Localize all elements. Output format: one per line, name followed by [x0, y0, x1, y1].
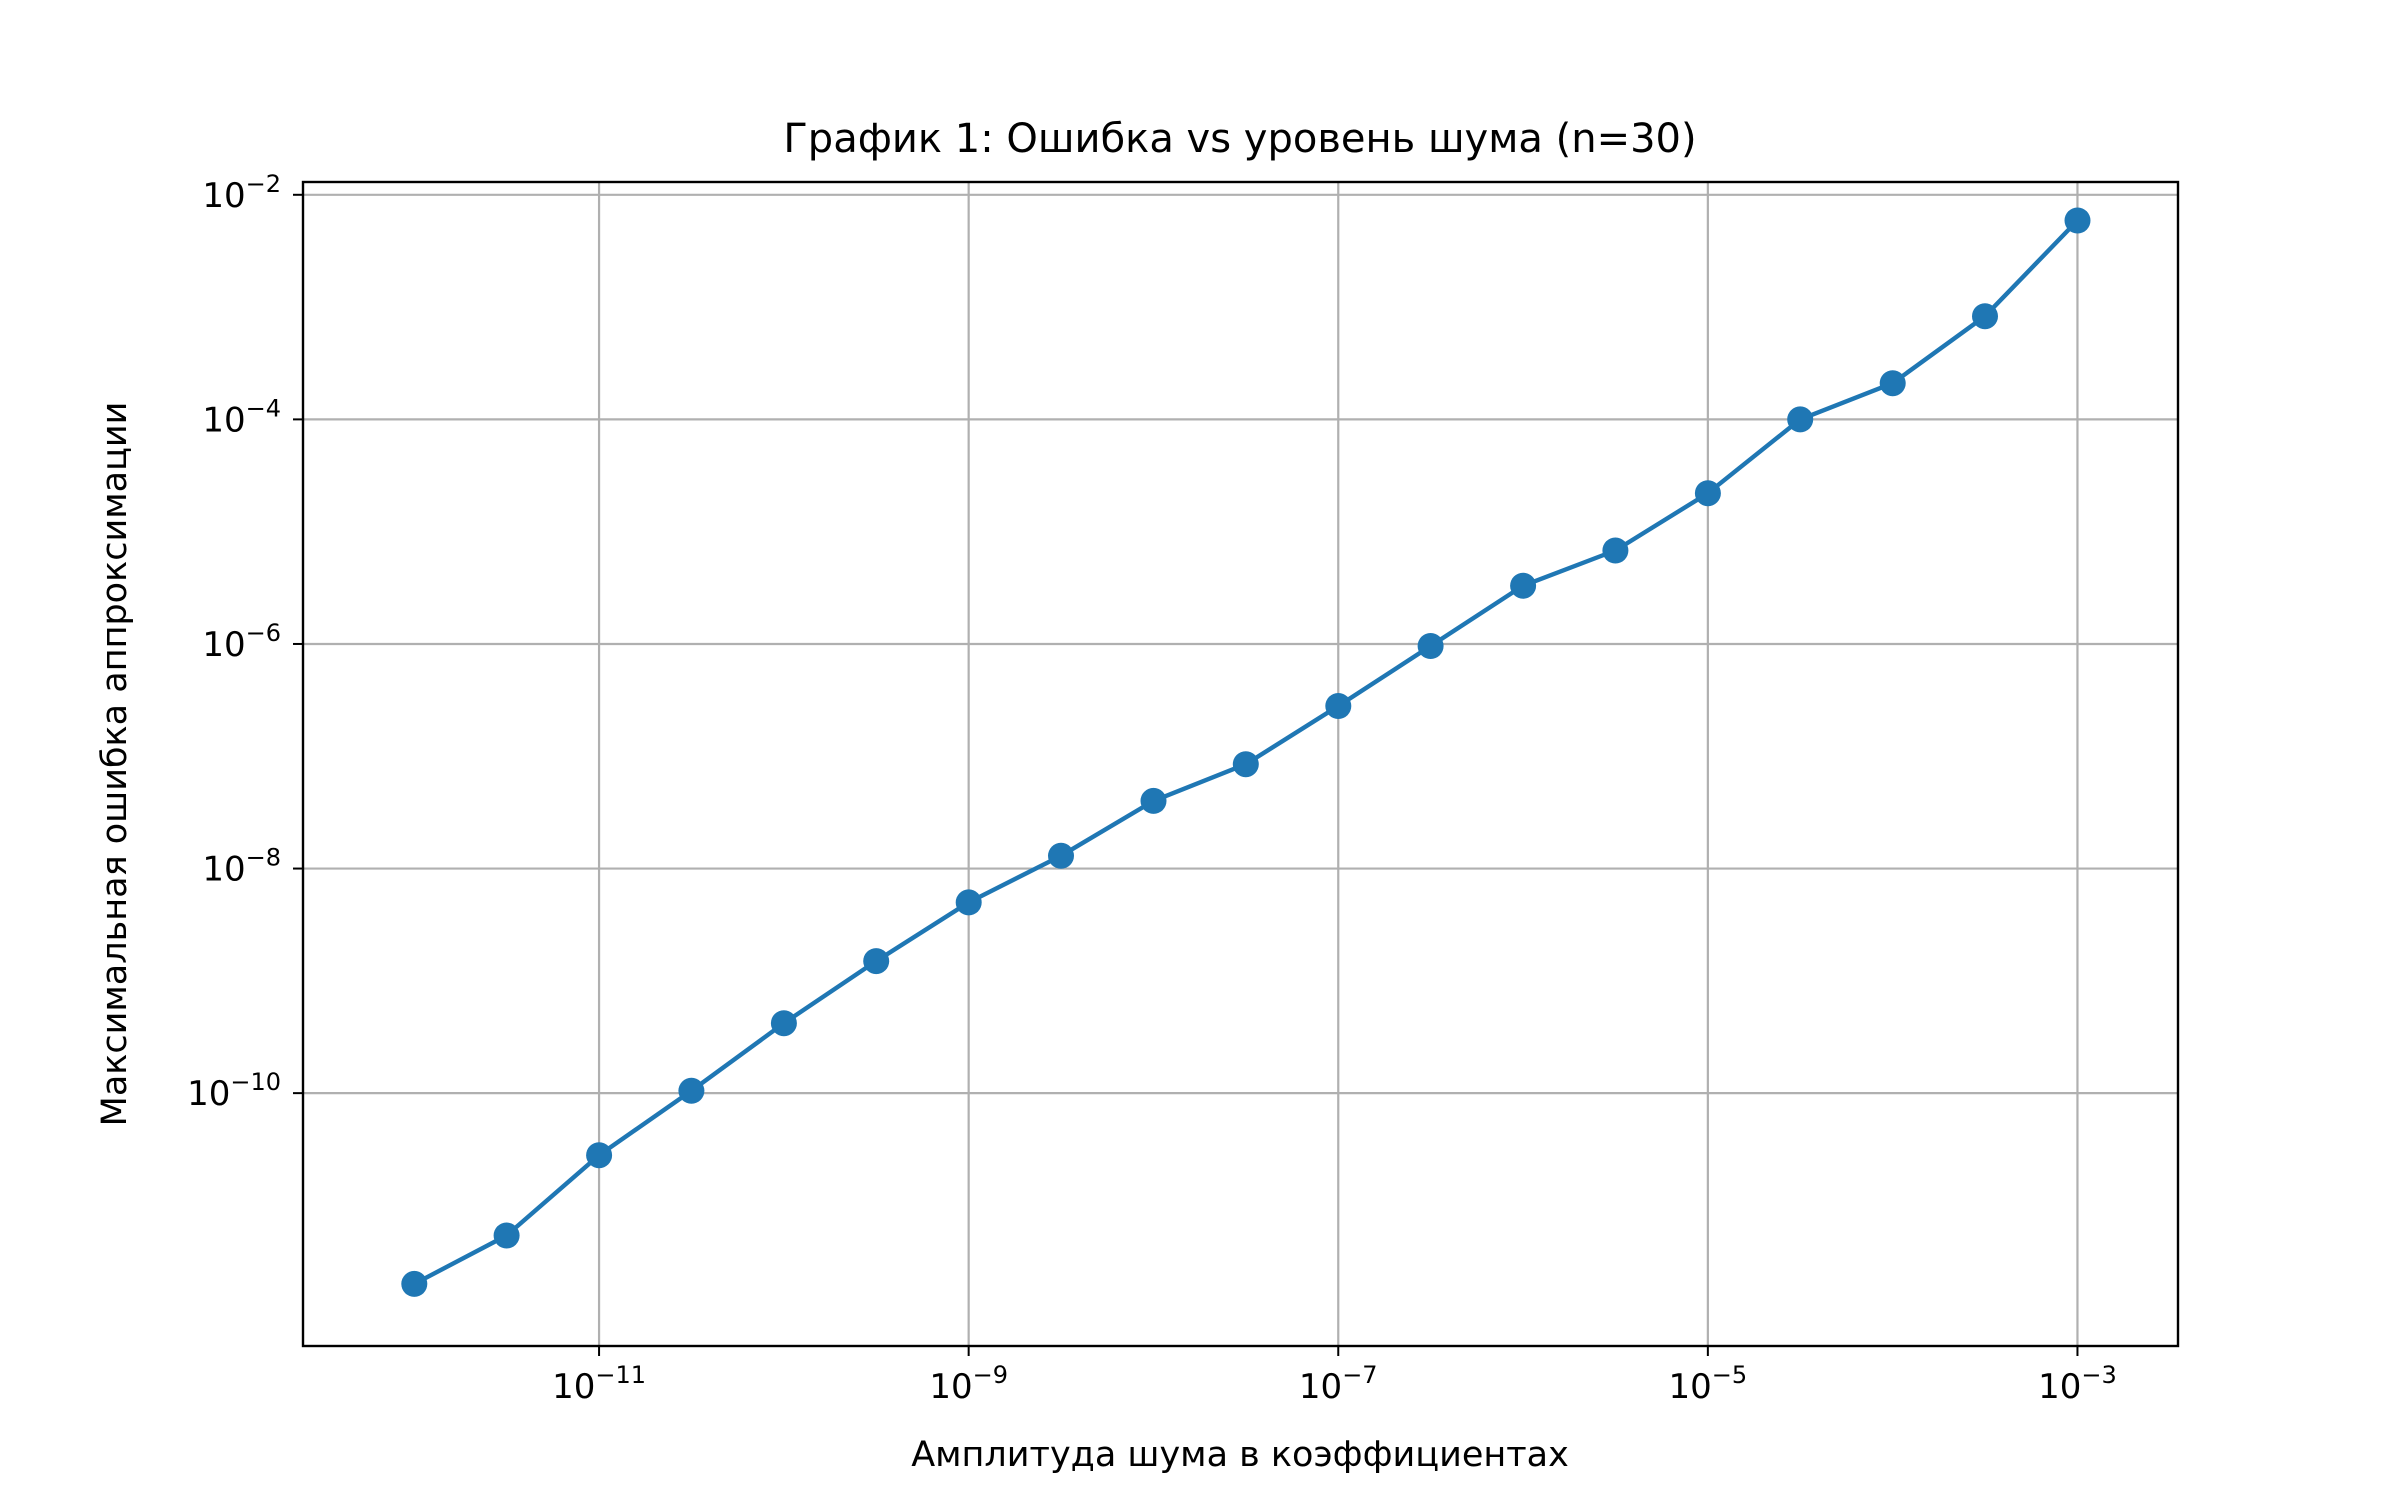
data-point — [1694, 480, 1721, 507]
x-tick-label-exp: −9 — [973, 1361, 1008, 1389]
data-point — [770, 1010, 797, 1037]
data-point — [1417, 633, 1444, 659]
x-tick-label-base: 10 — [552, 1367, 595, 1407]
y-axis-label: Максимальная ошибка аппроксимации — [95, 402, 135, 1127]
y-tick-label-base: 10 — [187, 1074, 230, 1114]
x-tick-label: 10−7 — [1299, 1361, 1378, 1407]
y-tick-label-exp: −4 — [246, 394, 281, 422]
y-tick-label-base: 10 — [202, 400, 245, 440]
x-tick-label: 10−11 — [552, 1361, 646, 1407]
x-tick-label: 10−3 — [2038, 1361, 2117, 1407]
data-point — [1602, 537, 1629, 564]
y-tick-label: 10−4 — [202, 394, 281, 440]
y-tick-label-base: 10 — [202, 850, 245, 890]
data-point — [586, 1142, 613, 1169]
x-tick-label: 10−9 — [929, 1361, 1008, 1407]
data-point — [401, 1270, 428, 1297]
data-point — [1787, 406, 1814, 433]
data-point — [1140, 787, 1167, 814]
y-tick-label-exp: −10 — [230, 1068, 281, 1096]
y-tick-label-base: 10 — [202, 176, 245, 216]
x-tick-label-base: 10 — [929, 1367, 972, 1407]
data-point — [1972, 303, 1998, 330]
ticks: 10−11 10−9 10−7 10−5 10−310−210−410−610−810−… — [187, 170, 2117, 1407]
data-point — [493, 1222, 520, 1249]
x-axis-label: Амплитуда шума в коэффициентах — [911, 1435, 1569, 1475]
data-point — [1325, 693, 1352, 719]
data-point — [955, 889, 982, 916]
y-tick-label: 10−2 — [202, 170, 281, 216]
y-tick-label-base: 10 — [202, 625, 245, 665]
x-tick-label: 10−5 — [1669, 1361, 1748, 1407]
x-tick-label-exp: −11 — [595, 1361, 646, 1389]
chart-title: График 1: Ошибка vs уровень шума (n=30) — [783, 116, 1696, 162]
y-tick-label-exp: −8 — [246, 844, 281, 872]
plot-frame — [301, 180, 2180, 1348]
data-point — [863, 948, 890, 975]
data-point — [2064, 207, 2091, 234]
y-tick-label-exp: −2 — [246, 170, 281, 198]
data-point — [1048, 842, 1074, 869]
x-tick-label-base: 10 — [1669, 1367, 1712, 1407]
data-point — [1510, 572, 1537, 599]
data-point — [678, 1077, 705, 1104]
y-tick-label: 10−6 — [202, 619, 281, 665]
data-point — [1879, 370, 1906, 397]
y-tick-label: 10−10 — [187, 1068, 281, 1114]
grid — [303, 182, 2178, 1346]
y-tick-label: 10−8 — [202, 844, 281, 890]
y-tick-label-exp: −6 — [246, 619, 281, 647]
x-tick-label-exp: −3 — [2081, 1361, 2116, 1389]
series — [401, 207, 2091, 1297]
x-tick-label-base: 10 — [1299, 1367, 1342, 1407]
x-tick-label-base: 10 — [2038, 1367, 2081, 1407]
data-point — [1232, 751, 1259, 778]
x-tick-label-exp: −5 — [1712, 1361, 1747, 1389]
x-tick-label-exp: −7 — [1342, 1361, 1377, 1389]
